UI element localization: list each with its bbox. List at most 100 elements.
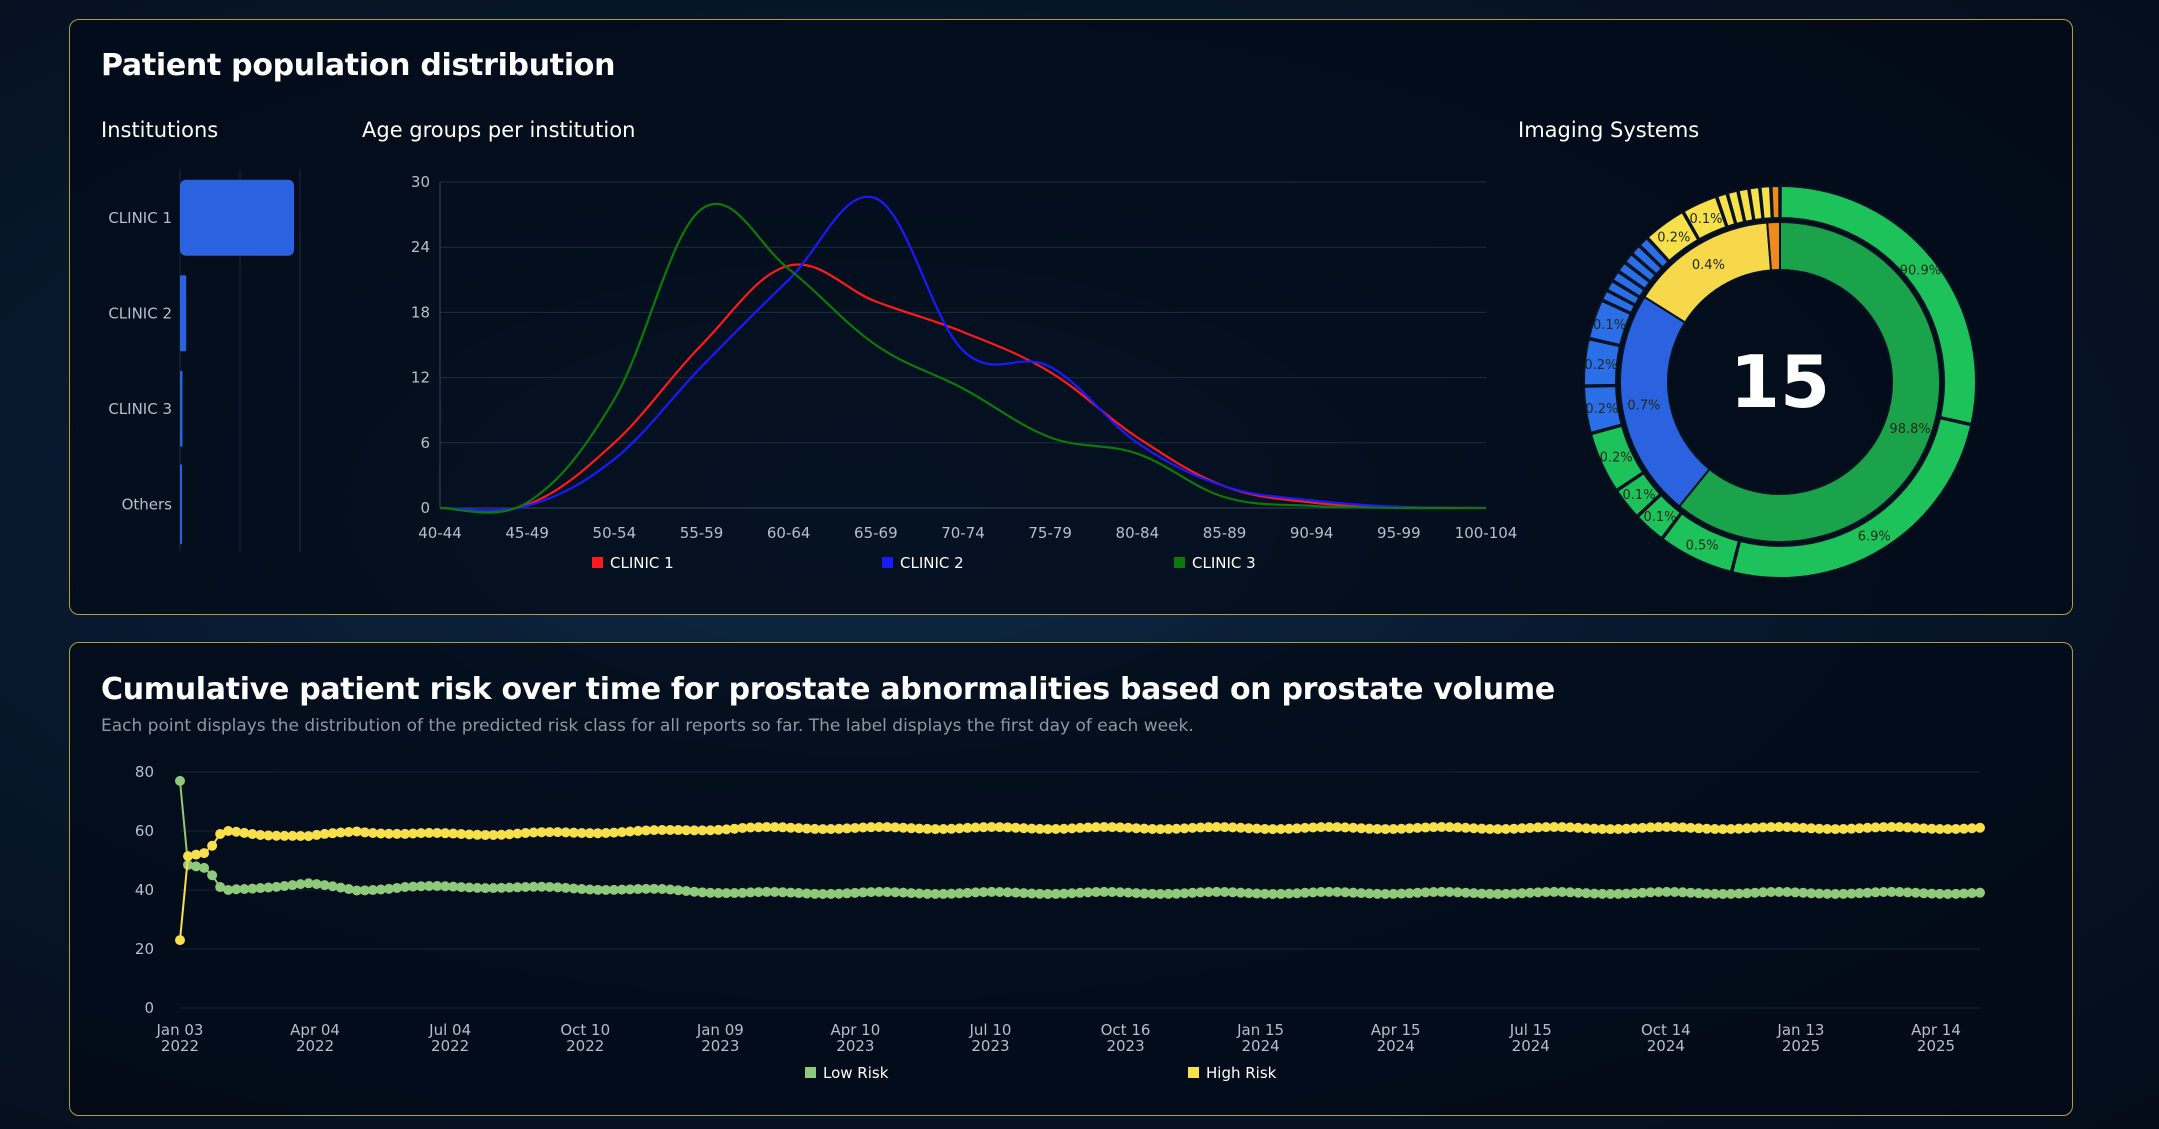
risk-point <box>1565 822 1576 833</box>
risk-point <box>914 823 925 834</box>
risk-point <box>785 822 796 833</box>
risk-point <box>383 883 394 894</box>
risk-point <box>1460 822 1471 833</box>
risk-point <box>1428 887 1439 898</box>
risk-point <box>1195 887 1206 898</box>
risk-point <box>1621 888 1632 899</box>
institutions-label: Institutions <box>101 118 219 142</box>
risk-point <box>408 828 419 839</box>
risk-point <box>263 830 274 841</box>
age-xtick-label: 65-69 <box>854 524 898 542</box>
sunburst-outer-label: 0.2% <box>1584 358 1617 373</box>
risk-point <box>456 882 467 893</box>
risk-point <box>994 886 1005 897</box>
risk-point <box>1541 887 1552 898</box>
risk-point <box>608 884 619 895</box>
risk-xtick-year: 2022 <box>431 1037 469 1055</box>
risk-point <box>1862 887 1873 898</box>
sunburst-inner-label: 0.4% <box>1692 258 1725 273</box>
risk-xtick-label: Jan 03 <box>156 1021 204 1039</box>
risk-point <box>367 885 378 896</box>
risk-ytick-label: 40 <box>135 881 154 899</box>
inst-bar <box>180 275 187 352</box>
risk-point <box>1677 822 1688 833</box>
risk-point <box>745 887 756 898</box>
age-series-line <box>439 202 1487 514</box>
risk-point <box>1758 887 1769 898</box>
risk-point <box>1420 822 1431 833</box>
risk-point <box>874 886 885 897</box>
risk-point <box>1123 887 1134 898</box>
risk-point <box>255 829 266 840</box>
age-legend-label: CLINIC 3 <box>1192 554 1256 572</box>
risk-point <box>1324 822 1335 833</box>
sunburst-outer-slice <box>1617 261 1651 290</box>
risk-point <box>1525 822 1535 833</box>
risk-point <box>464 882 475 893</box>
sunburst-outer-slice <box>1624 253 1657 283</box>
risk-point <box>1131 888 1142 899</box>
risk-point <box>1581 888 1592 899</box>
sunburst-outer-label: 6.9% <box>1858 529 1891 544</box>
risk-point <box>649 883 660 894</box>
risk-point <box>906 888 917 899</box>
risk-point <box>1171 888 1182 899</box>
sunburst-outer-slice <box>1682 195 1728 241</box>
sunburst-outer-slice <box>1759 185 1773 220</box>
sunburst-outer-slice <box>1583 385 1623 434</box>
risk-point <box>287 880 298 891</box>
risk-point <box>351 885 362 896</box>
risk-point <box>1388 823 1399 834</box>
risk-point <box>1251 888 1262 899</box>
risk-point <box>1107 886 1118 897</box>
age-xtick-label: 60-64 <box>767 524 811 542</box>
risk-ytick-label: 80 <box>135 763 154 781</box>
sunburst-outer-slice <box>1590 424 1645 491</box>
inst-bar <box>180 464 182 545</box>
risk-point <box>1645 887 1656 898</box>
risk-point <box>1187 887 1198 898</box>
risk-point <box>1516 888 1527 899</box>
risk-point <box>1533 822 1544 833</box>
risk-point <box>504 882 515 893</box>
risk-point <box>1918 888 1929 899</box>
risk-point <box>400 828 410 839</box>
risk-point <box>1050 888 1061 899</box>
risk-point <box>1171 823 1182 834</box>
risk-point <box>1766 822 1777 833</box>
risk-point <box>1508 823 1519 834</box>
sunburst-outer-label: 0.2% <box>1585 402 1618 417</box>
risk-point <box>616 884 627 895</box>
risk-point <box>1115 822 1126 833</box>
risk-point <box>584 884 595 895</box>
imaging-systems-label: Imaging Systems <box>1518 118 1700 142</box>
sunburst-outer-slice <box>1631 245 1663 276</box>
risk-point <box>1886 822 1897 833</box>
age-xtick-label: 85-89 <box>1203 524 1247 542</box>
inst-label: CLINIC 1 <box>108 209 172 227</box>
age-xtick-label: 80-84 <box>1116 524 1160 542</box>
sunburst-center-count: 15 <box>1730 340 1830 424</box>
risk-point <box>391 828 402 839</box>
risk-point <box>1348 887 1359 898</box>
risk-point <box>625 884 635 895</box>
risk-point <box>1476 823 1487 834</box>
inst-label: Others <box>122 495 173 513</box>
risk-point <box>1267 824 1278 835</box>
risk-point <box>1669 887 1680 898</box>
risk-point <box>1549 886 1560 897</box>
risk-point <box>1846 888 1857 899</box>
risk-point <box>753 887 764 898</box>
risk-point <box>1918 823 1929 834</box>
risk-point <box>231 884 242 895</box>
risk-point <box>1075 887 1085 898</box>
risk-point <box>817 824 828 835</box>
risk-point <box>536 881 547 892</box>
risk-point <box>1725 888 1736 899</box>
risk-point <box>1372 888 1383 899</box>
risk-point <box>303 878 314 889</box>
risk-point <box>1950 823 1961 834</box>
risk-point <box>1452 822 1463 833</box>
risk-point <box>408 881 419 892</box>
